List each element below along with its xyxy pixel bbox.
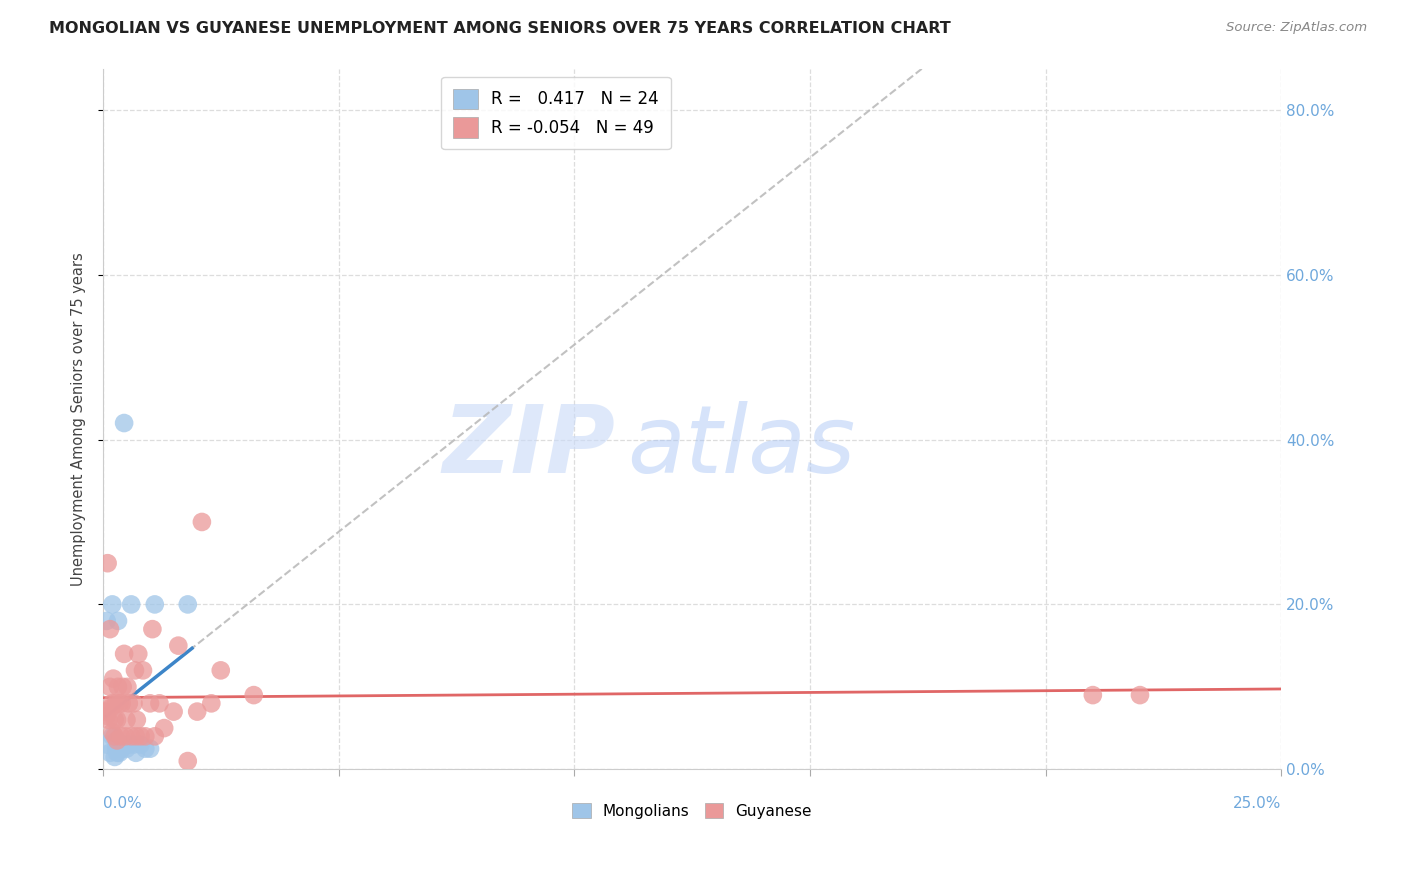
Point [111,741,134,756]
Point [112,416,135,430]
Point [139,741,162,756]
Point [132,664,155,678]
Point [125,746,148,760]
Point [115,713,138,727]
Point [98,746,121,760]
Point [120,729,142,743]
Point [105,713,128,727]
Point [177,754,200,768]
Point [96,614,118,628]
Point [153,721,176,735]
Text: 0.0%: 0.0% [103,797,142,811]
Point [1129,688,1152,702]
Point [107,614,129,628]
Point [115,741,138,756]
Point [141,622,163,636]
Point [117,680,139,694]
Point [111,738,134,752]
Point [111,697,134,711]
Point [105,733,128,747]
Point [101,729,124,743]
Point [148,697,170,711]
Point [108,697,131,711]
Point [114,729,136,743]
Point [104,750,127,764]
Point [129,729,152,743]
Text: 25.0%: 25.0% [1233,797,1281,811]
Point [103,672,125,686]
Point [101,697,124,711]
Point [120,598,142,612]
Point [118,738,141,752]
Text: MONGOLIAN VS GUYANESE UNEMPLOYMENT AMONG SENIORS OVER 75 YEARS CORRELATION CHART: MONGOLIAN VS GUYANESE UNEMPLOYMENT AMONG… [49,21,950,36]
Point [122,697,145,711]
Text: atlas: atlas [627,401,856,492]
Point [111,680,134,694]
Point [110,729,132,743]
Point [101,598,124,612]
Legend: Mongolians, Guyanese: Mongolians, Guyanese [567,797,818,825]
Point [105,746,128,760]
Point [200,697,222,711]
Point [104,713,127,727]
Point [101,725,124,739]
Point [134,741,156,756]
Point [118,697,141,711]
Point [143,598,166,612]
Point [129,738,152,752]
Point [96,708,118,723]
Point [162,705,184,719]
Point [96,738,118,752]
Point [94,705,117,719]
Point [108,746,131,760]
Point [97,556,120,570]
Point [105,733,128,747]
Point [105,741,128,756]
Point [177,598,200,612]
Text: ZIP: ZIP [443,401,616,493]
Point [98,680,121,694]
Point [97,713,120,727]
Text: Source: ZipAtlas.com: Source: ZipAtlas.com [1226,21,1367,34]
Point [122,738,145,752]
Point [186,705,208,719]
Point [139,697,162,711]
Y-axis label: Unemployment Among Seniors over 75 years: Unemployment Among Seniors over 75 years [72,252,86,586]
Point [125,729,148,743]
Point [1081,688,1104,702]
Point [127,647,149,661]
Point [209,664,232,678]
Point [191,515,214,529]
Point [107,680,129,694]
Point [98,622,121,636]
Point [104,729,127,743]
Point [112,647,135,661]
Point [134,729,156,743]
Point [143,729,166,743]
Point [242,688,264,702]
Point [167,639,190,653]
Point [125,713,148,727]
Point [100,700,122,714]
Point [124,664,146,678]
Point [105,697,128,711]
